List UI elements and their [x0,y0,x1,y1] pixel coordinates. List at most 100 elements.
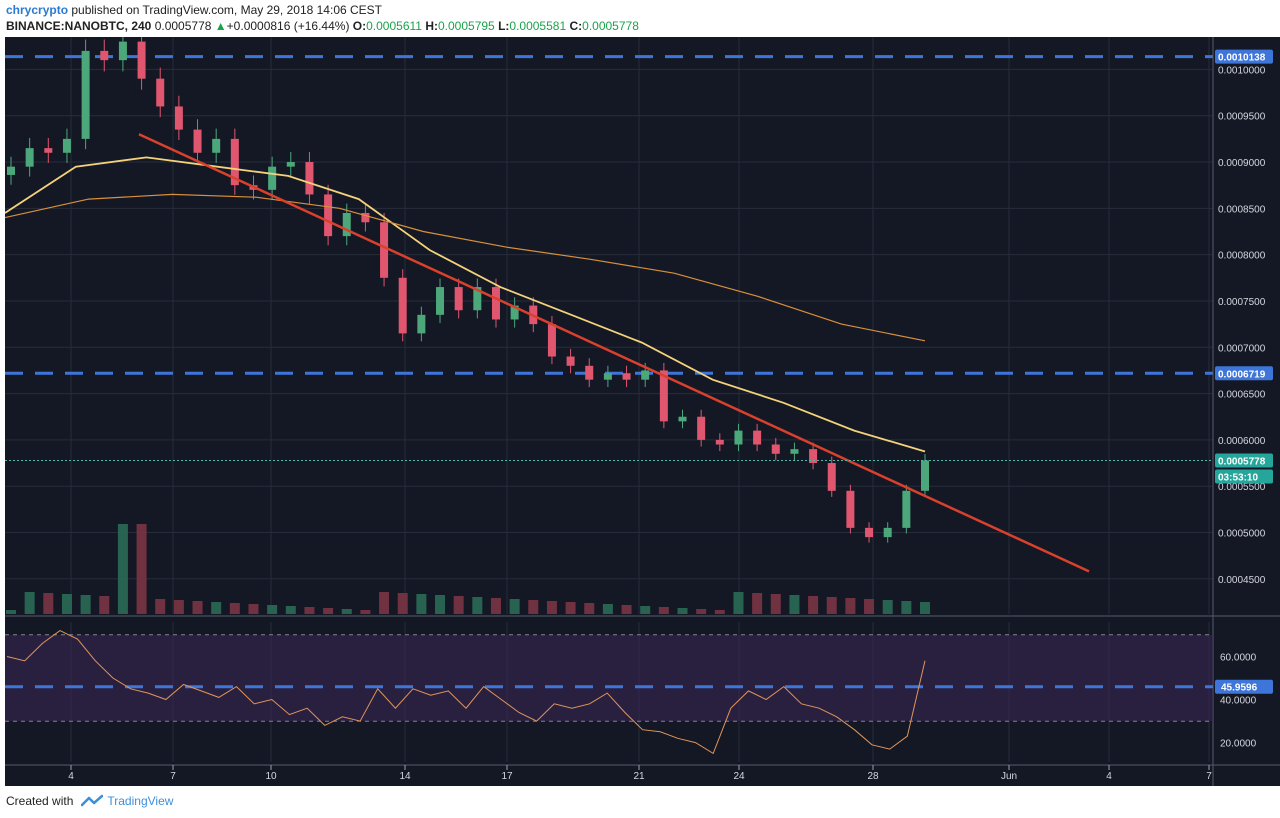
price-tick-label: 0.0006000 [1218,436,1266,447]
candle-body [81,50,90,139]
volume-bar [621,605,632,614]
time-tick-label: 17 [501,771,513,782]
open-value: 0.0005611 [366,19,422,33]
volume-bar [397,593,408,614]
candle-body [380,222,389,278]
candle-body [678,416,687,422]
candle-body [417,314,426,334]
price-tick-label: 0.0009500 [1218,112,1266,123]
rsi-line [6,630,926,755]
symbol-info: BINANCE:NANOBTC, 240 0.0005778 ▲+0.00008… [6,19,639,33]
price-badge-label: 0.0005778 [1218,456,1266,467]
author-link[interactable]: chrycrypto [6,3,69,17]
price-tick-label: 0.0008000 [1218,251,1266,262]
candle-body [7,166,15,175]
volume-bar [229,603,240,614]
candle-body [268,166,277,190]
volume-bar [770,594,781,614]
time-tick-label: 4 [68,771,74,782]
volume-bar [864,599,875,614]
volume-bar [752,593,763,614]
time-tick-label: 7 [1206,771,1212,782]
volume-bar [360,610,371,614]
candle-body [603,373,612,380]
close-label: C: [569,19,583,33]
price-axis-bg [1213,37,1280,786]
candle-body [212,138,221,153]
candle-body [641,370,650,380]
time-tick-label: 4 [1106,771,1112,782]
price-badge [1215,453,1273,468]
time-tick-label: 14 [399,771,411,782]
created-with-text: Created with [6,794,74,808]
candle-body [902,490,911,528]
volume-bar [416,594,427,614]
volume-bar [61,594,72,614]
volume-bar [546,601,557,614]
candle-body [715,439,724,445]
volume-bar [285,606,296,614]
price-change: +0.0000816 (+16.44%) [226,19,350,33]
price-tick-label: 0.0004500 [1218,575,1266,586]
price-tick-label: 0.0005500 [1218,482,1266,493]
candle-body [585,365,594,380]
volume-bar [584,603,595,614]
volume-bar [677,608,688,614]
price-badge-label: 03:53:10 [1218,472,1258,483]
volume-bar [248,604,259,614]
open-label: O: [352,19,367,33]
tradingview-logo-icon [81,794,104,807]
candle-body [454,287,463,311]
volume-bar [733,592,744,614]
volume-bar [882,600,893,614]
candle-body [753,430,762,445]
high-value: 0.0005795 [437,19,495,33]
candle-body [697,416,706,440]
volume-bar [80,595,91,614]
volume-bar [640,606,651,614]
candle-body [137,41,146,79]
volume-bar [472,597,483,614]
volume-bar [192,601,203,614]
volume-bar [323,608,334,614]
rsi-badge [1215,679,1273,694]
price-tick-label: 0.0007000 [1218,343,1266,354]
volume-bar [602,604,613,614]
chart-area[interactable]: 0.0010000 0.0009500 0.0009000 0.0008500 0.00… [4,30,1280,786]
volume-bar [136,524,147,614]
candle-body [921,460,929,491]
candle-body [846,490,855,528]
time-tick-label: Jun [1001,771,1017,782]
candle-body [342,212,351,237]
symbol-label: BINANCE:NANOBTC, 240 [6,19,152,33]
candle-body [193,129,202,153]
volume-bar [379,592,390,614]
volume-bar [826,597,837,614]
volume-bar [920,602,930,614]
candle-body [491,287,500,320]
time-tick-label: 28 [867,771,879,782]
change-up-icon: ▲ [214,19,227,33]
candle-body [100,50,109,61]
price-badge [1215,366,1273,381]
candle-body [883,527,892,538]
price-badge [1215,49,1273,64]
volume-bar [267,605,278,614]
moving-average-slow [4,193,926,342]
volume-bar [6,610,16,614]
trendline [138,133,1090,573]
volume-bar [490,598,501,614]
chart-svg[interactable]: 0.0010000 0.0009500 0.0009000 0.0008500 0.00… [4,30,1280,786]
price-tick-label: 0.0010000 [1218,65,1266,76]
price-tick-label: 0.0007500 [1218,297,1266,308]
candle-body [622,373,631,380]
volume-bar [509,599,520,614]
candle-body [790,449,799,454]
candle-body [398,277,407,334]
volume-bar [341,609,352,614]
rsi-band [5,634,1213,722]
candle-body [156,78,165,107]
high-label: H: [425,19,438,33]
volume-bar [808,596,819,614]
tradingview-brand[interactable]: TradingView [107,794,174,808]
